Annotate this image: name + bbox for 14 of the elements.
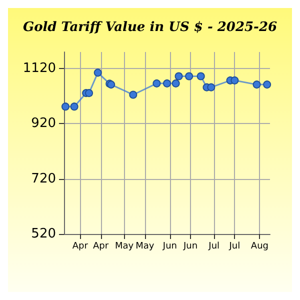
chart-title: Gold Tariff Value in US $ - 2025-26 — [22, 20, 278, 35]
y-tick-label: 720 — [31, 171, 56, 186]
x-tick-label: Jul — [208, 242, 220, 252]
x-tick-label: Aug — [250, 242, 268, 252]
x-tick-label: Jun — [182, 242, 198, 252]
x-tick-label: Jun — [162, 242, 177, 252]
y-tick-label: 520 — [31, 226, 56, 242]
y-tick-label: 1120 — [22, 61, 56, 76]
y-tick-label: 920 — [31, 116, 56, 132]
x-tick-label: May — [115, 242, 134, 252]
x-tick-label: Apr — [72, 242, 88, 252]
x-tick-label: Jul — [228, 242, 240, 252]
x-tick-label: Apr — [92, 242, 109, 252]
x-tick-label: May — [136, 242, 155, 252]
